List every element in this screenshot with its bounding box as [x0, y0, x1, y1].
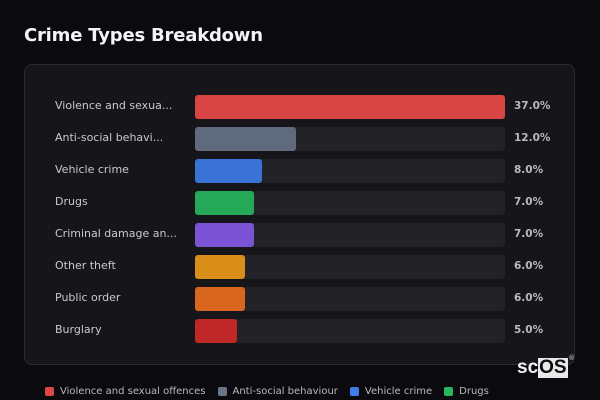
bar-row[interactable]: Burglary 5.0% [25, 319, 574, 343]
bar[interactable] [195, 95, 505, 119]
bar-track [195, 127, 505, 151]
bar-label: Anti-social behavi... [55, 131, 164, 144]
bar-row[interactable]: Violence and sexua... 37.0% [25, 95, 574, 119]
legend-item[interactable]: Violence and sexual offences [45, 386, 206, 397]
bar-label: Violence and sexua... [55, 99, 173, 112]
scos-logo: sc OS ® [517, 355, 574, 378]
legend-item[interactable]: Anti-social behaviour [217, 386, 338, 397]
logo-text-os: OS [538, 357, 568, 378]
legend-swatch-icon [45, 387, 54, 396]
legend-swatch-icon [444, 387, 454, 396]
bar-value: 5.0% [514, 324, 544, 336]
chart-title: Crime Types Breakdown [24, 25, 263, 46]
bar-value: 12.0% [514, 132, 551, 144]
bar-value: 37.0% [514, 100, 551, 112]
bar-value: 6.0% [514, 292, 544, 304]
bar-label: Drugs [55, 195, 88, 208]
bar-value: 7.0% [514, 196, 544, 208]
bar-row[interactable]: Other theft 6.0% [25, 255, 574, 279]
bar-track [195, 159, 505, 183]
bar-label: Vehicle crime [55, 163, 129, 176]
bar[interactable] [195, 127, 296, 151]
bar-value: 7.0% [514, 228, 544, 240]
bar-label: Other theft [55, 259, 116, 272]
bar-row[interactable]: Criminal damage an... 7.0% [25, 223, 574, 247]
bar-value: 6.0% [514, 260, 544, 272]
logo-text-sc: sc [517, 357, 539, 378]
bar-track [195, 287, 505, 311]
bar-row[interactable]: Vehicle crime 8.0% [25, 159, 574, 183]
legend-label: Vehicle crime [364, 386, 433, 397]
registered-mark: ® [569, 355, 575, 362]
legend-item[interactable]: Drugs [444, 386, 489, 397]
bar-track [195, 319, 505, 343]
bar-label: Public order [55, 291, 121, 304]
bar[interactable] [195, 191, 254, 215]
bar-label: Criminal damage an... [55, 227, 177, 240]
bar-track [195, 95, 505, 119]
legend-label: Drugs [459, 386, 489, 397]
chart-card: Violence and sexua... 37.0% Anti-social be… [24, 64, 575, 365]
legend-label: Anti-social behaviour [232, 386, 338, 397]
bar-row[interactable]: Anti-social behavi... 12.0% [25, 127, 574, 151]
bar-value: 8.0% [514, 164, 544, 176]
bar[interactable] [195, 223, 254, 247]
legend-swatch-icon [217, 387, 227, 396]
legend-swatch-icon [349, 387, 359, 396]
bar[interactable] [195, 159, 263, 183]
chart-legend: Violence and sexual offences Anti-social … [45, 386, 489, 397]
bar[interactable] [195, 319, 237, 343]
bar-track [195, 223, 505, 247]
bar[interactable] [195, 255, 246, 279]
legend-item[interactable]: Vehicle crime [349, 386, 433, 397]
bar[interactable] [195, 287, 246, 311]
bar-label: Burglary [55, 323, 102, 336]
bar-track [195, 191, 505, 215]
bar-row[interactable]: Public order 6.0% [25, 287, 574, 311]
legend-label: Violence and sexual offences [60, 386, 206, 397]
bar-row[interactable]: Drugs 7.0% [25, 191, 574, 215]
bar-track [195, 255, 505, 279]
